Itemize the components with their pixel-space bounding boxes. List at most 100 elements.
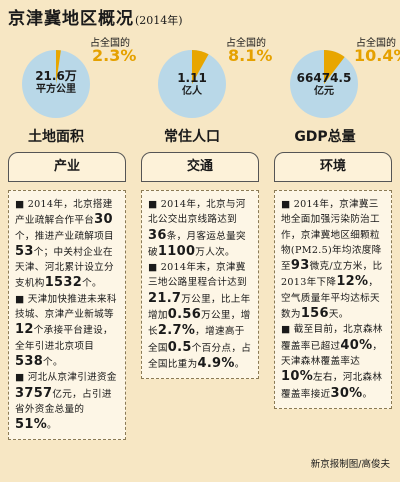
section-body-environment: ■ 2014年，京津冀三地全面加强污染防治工作，京津冀地区细颗粒物(PM2.5)… [274, 190, 392, 409]
highlight-number: 538 [15, 353, 44, 369]
highlight-number: 0.56 [167, 307, 202, 323]
text: 北京项目 [54, 340, 95, 352]
text: 。 [234, 358, 245, 370]
text: 机构 [24, 278, 45, 290]
text: 线路达到 [197, 214, 238, 226]
pie-unit-text: 亿人 [182, 86, 202, 97]
text: 个。 [82, 278, 102, 290]
pie-chart-land: 21.6万 平方公里 [20, 48, 92, 120]
transport-paragraph-2: ■ 2014年末，京津冀三地公路里程合计达到 21.7万公里，比上年增加0.56万… [148, 260, 252, 372]
section-heading-transport: 交通 [141, 152, 259, 182]
text: 点，占全国比重为 [148, 342, 252, 370]
text: 个。 [43, 356, 63, 368]
share-value: 2.3% [92, 46, 137, 65]
text: 为 [290, 309, 301, 321]
text: 个承 [33, 325, 54, 337]
text: 津冀三地全面加强 [281, 199, 379, 226]
text: ■ 2014年，北 [148, 199, 217, 210]
text: 引进资金 [77, 372, 117, 384]
pie-block-gdp: 66474.5亿元 占全国的 10.4% GDP总量 [282, 34, 400, 146]
title-year: (2014年) [135, 14, 183, 27]
text: 京森林覆盖率已超 [281, 324, 383, 352]
text: 方米，比2013年下 [281, 261, 383, 289]
text: 左右，河北森林覆盖 [281, 372, 383, 400]
text: 个； [33, 246, 54, 258]
text: ■ 2014年，北京 [15, 199, 93, 210]
pie-caption: GDP总量 [294, 129, 356, 145]
highlight-number: 1100 [157, 243, 196, 259]
environment-paragraph-1: ■ 2014年，京津冀三地全面加强污染防治工作，京津冀地区细颗粒物(PM2.5)… [281, 197, 385, 322]
pie-block-land: 21.6万 平方公里 占全国的 2.3% 土地面积 [14, 34, 136, 146]
text: 林覆盖率达 [310, 355, 361, 367]
industry-paragraph-3: ■ 河北从京津引进资金 3757亿元，占引进省外资金总量的 51%。 [15, 370, 119, 433]
highlight-number: 36 [148, 227, 167, 243]
text: ■ 天津加快推 [15, 293, 78, 305]
text: ■ 2014年，京 [281, 199, 350, 210]
share-label: 占全国的 [356, 38, 396, 49]
text: (PM2.5)年均浓度 [290, 244, 372, 256]
highlight-number: 4.9% [197, 355, 235, 371]
highlight-number: 12% [336, 274, 369, 290]
share-label: 占全国的 [90, 38, 130, 49]
text: 量年平均达标天数 [281, 292, 380, 321]
highlight-number: 10% [281, 369, 314, 385]
share-value: 8.1% [228, 46, 273, 65]
pie-caption: 常住人口 [164, 129, 220, 145]
text: 全国 [148, 342, 168, 354]
text: ■ 截至目前，北 [281, 324, 354, 336]
highlight-number: 51% [15, 417, 48, 433]
text: 个，推进产业 [15, 230, 75, 242]
pie-value-text: 1.11 [177, 71, 207, 85]
pie-value-land: 21.6万 平方公里 [20, 70, 92, 96]
highlight-number: 93 [290, 258, 310, 274]
text: 月客运总量突破 [148, 230, 246, 258]
text: 上年增加 [148, 293, 251, 322]
share-label: 占全国的 [226, 38, 266, 49]
text: 进未来科技城、京津 [15, 293, 117, 321]
section-heading-industry: 产业 [8, 152, 126, 182]
highlight-number: 1532 [44, 275, 83, 291]
text: 个百分 [191, 342, 222, 354]
highlight-number: 30% [330, 385, 363, 401]
text: 天。 [328, 309, 349, 321]
section-transport: 交通 ■ 2014年，北京与河北公交出京线路达到 36条，月客运总量突破1100万… [141, 152, 259, 380]
pie-value-text: 21.6万 [35, 69, 77, 83]
text: ，天津森 [281, 340, 383, 367]
section-heading-environment: 环境 [274, 152, 392, 182]
pie-unit-text: 平方公里 [36, 84, 76, 95]
text: 京与河北公交出京 [148, 199, 246, 226]
text: 微克/立 [309, 261, 343, 273]
text: 京津冀三地公路里 [148, 262, 246, 289]
section-industry: 产业 ■ 2014年，北京搭建产业疏解合作平台30 个，推进产业疏解项目 53个；中… [8, 152, 126, 441]
text: 降至 [281, 244, 382, 273]
pie-chart-gdp: 66474.5 亿元 [288, 48, 360, 120]
text: 污染防治工作，京 [281, 214, 380, 241]
highlight-number: 21.7 [148, 290, 182, 306]
text: 疏解项目 [74, 230, 114, 242]
credit-line: 新京报制图/高俊夫 [310, 459, 390, 470]
highlight-number: 3757 [15, 385, 53, 401]
transport-paragraph-1: ■ 2014年，北京与河北公交出京线路达到 36条，月客运总量突破1100万人次。 [148, 197, 252, 260]
text: 万人次。 [195, 246, 235, 258]
text: 中关村企业在天津、 [15, 246, 113, 274]
highlight-number: 40% [340, 337, 373, 353]
pie-value-text: 66474.5 [296, 71, 352, 85]
pie-share-slice [324, 50, 345, 84]
pie-chart-population: 1.11 亿人 [156, 48, 228, 120]
text: 河北累计设立分支 [15, 262, 114, 290]
pie-value-gdp: 66474.5 亿元 [288, 72, 360, 98]
highlight-number: 53 [15, 243, 34, 259]
highlight-number: 2.7% [157, 323, 196, 339]
text: 过 [330, 340, 341, 352]
text: 。 [362, 388, 373, 400]
highlight-number: 12 [15, 322, 34, 338]
text: 条， [166, 230, 187, 242]
text: 率接近 [300, 388, 331, 400]
text: ■ 河北从京津 [15, 372, 78, 384]
section-body-transport: ■ 2014年，北京与河北公交出京线路达到 36条，月客运总量突破1100万人次。… [141, 190, 259, 380]
text: 程合计达到 [197, 277, 247, 289]
pie-share-slice [56, 50, 61, 84]
highlight-number: 0.5 [167, 339, 192, 355]
title-text: 京津冀地区概况 [8, 9, 134, 29]
highlight-number: 30 [94, 212, 113, 228]
